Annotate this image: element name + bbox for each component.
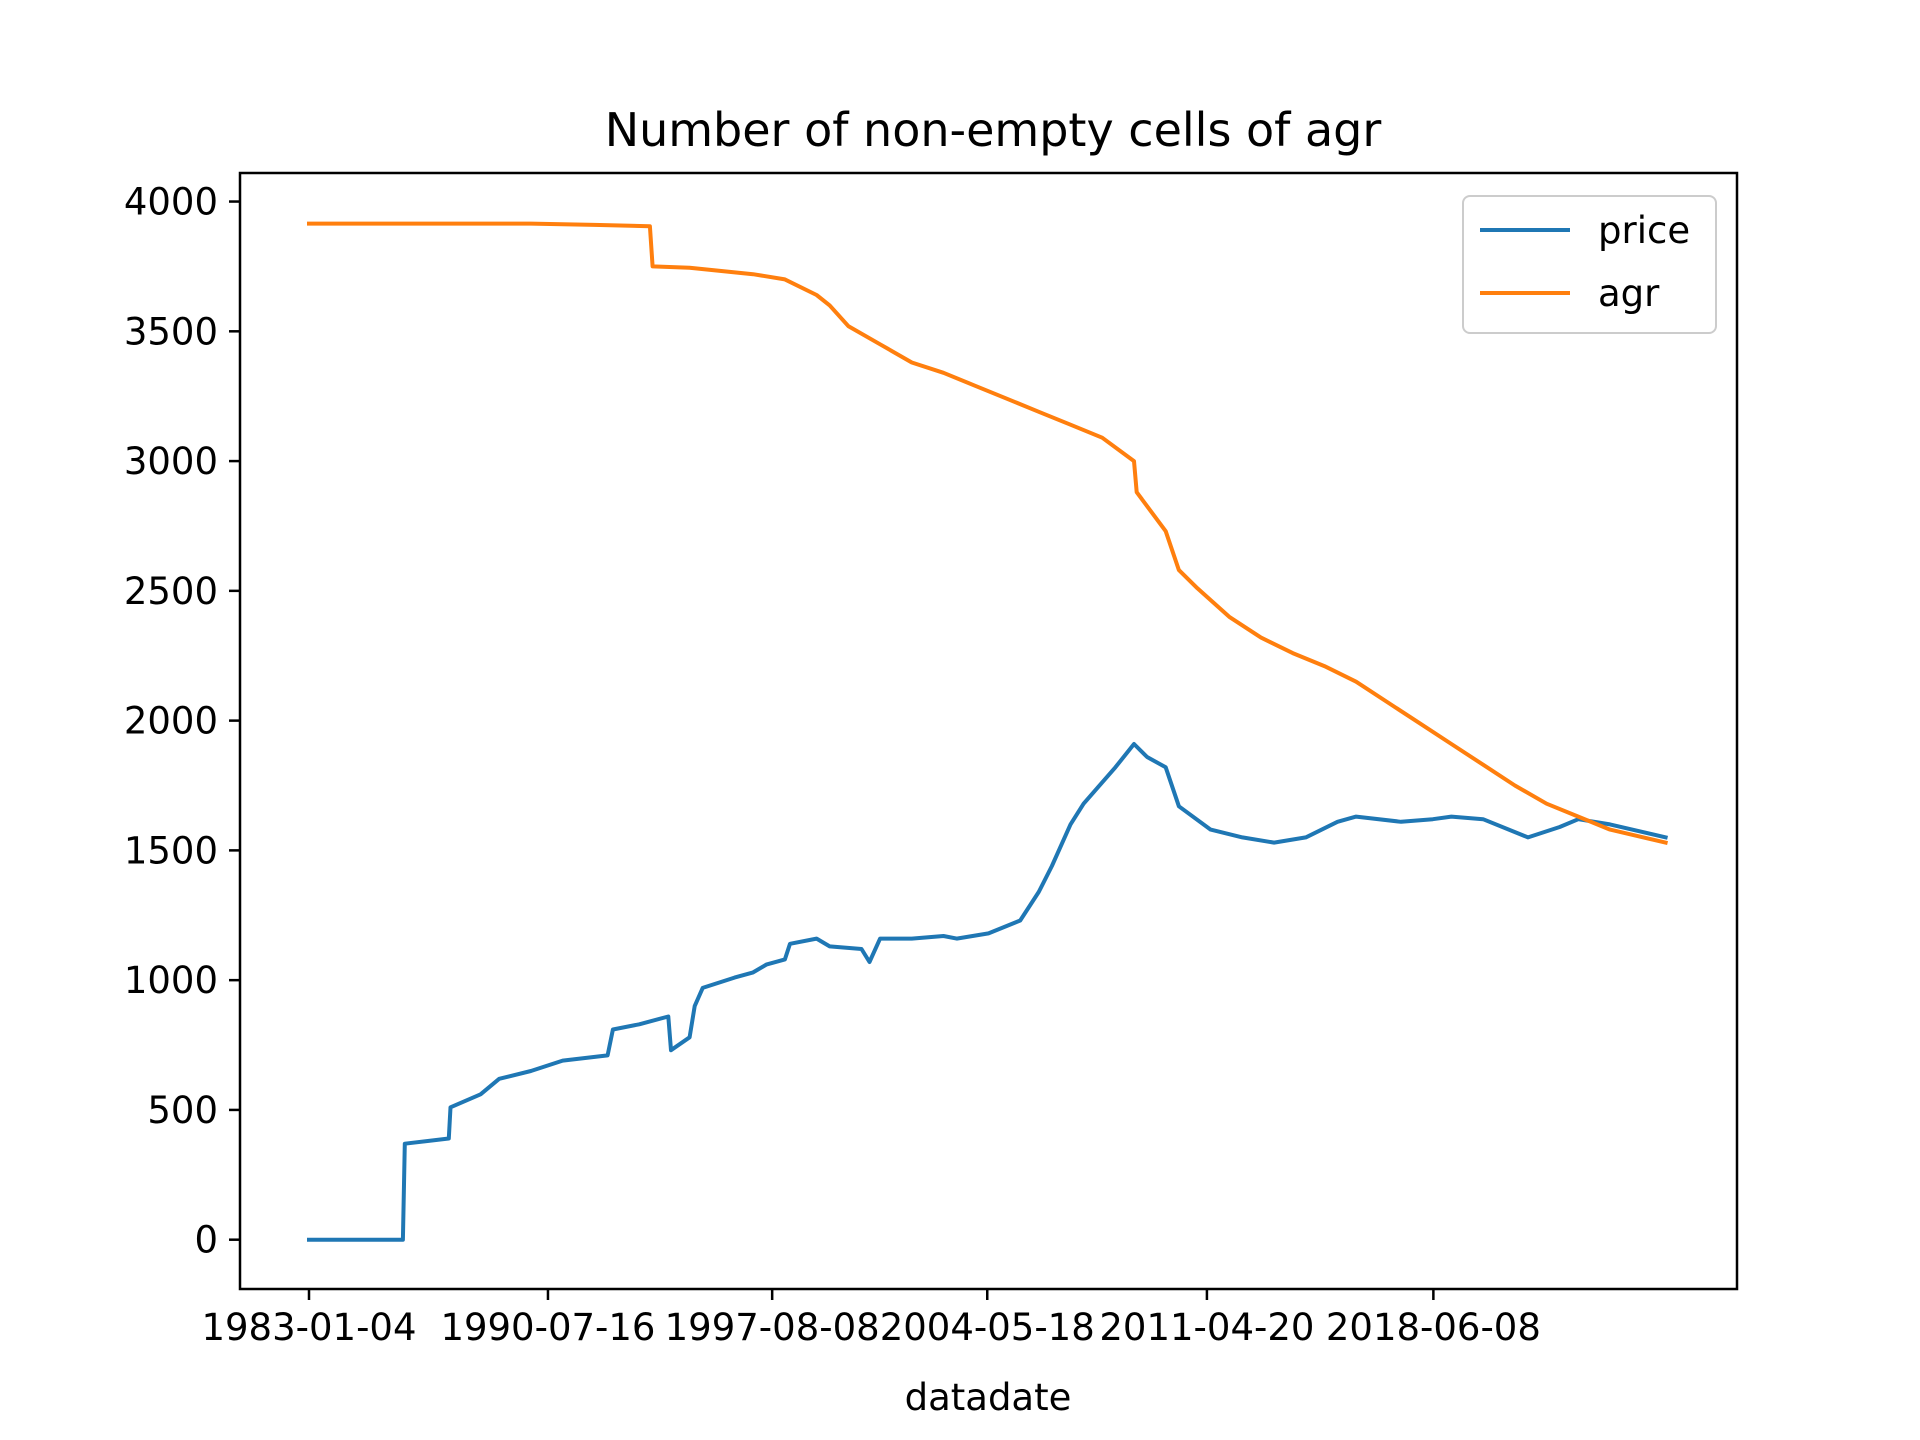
plot-frame: [238, 171, 1739, 1291]
y-tick-label: 4000: [124, 181, 218, 224]
x-axis: 1983-01-04 1990-07-16 1997-08-08 2004-05-18…: [201, 1289, 1541, 1349]
y-tick-label: 1000: [124, 959, 218, 1002]
series-line-agr: [307, 221, 1669, 846]
x-tick-label: 2011-04-20: [1099, 1306, 1314, 1349]
y-tick-label: 0: [194, 1219, 218, 1262]
y-tick-label: 3500: [124, 310, 218, 353]
y-axis: 0 500 1000 1500 2000 2500 3000 3500 4000: [124, 181, 240, 1262]
legend: price agr: [1462, 195, 1717, 334]
series-layer: [307, 221, 1669, 1242]
y-tick-label: 2000: [124, 700, 218, 743]
x-tick-label: 2004-05-18: [880, 1306, 1095, 1349]
x-axis-label: datadate: [905, 1376, 1072, 1419]
y-tick-label: 3000: [124, 440, 218, 483]
legend-label-agr: agr: [1598, 272, 1660, 315]
legend-label-price: price: [1598, 209, 1690, 252]
x-tick-label: 1983-01-04: [201, 1306, 416, 1349]
y-tick-label: 2500: [124, 570, 218, 613]
series-line-price: [307, 742, 1669, 1242]
y-tick-label: 500: [147, 1089, 218, 1132]
x-tick-label: 1990-07-16: [440, 1306, 655, 1349]
x-tick-label: 1997-08-08: [665, 1306, 880, 1349]
x-tick-label: 2018-06-08: [1326, 1306, 1541, 1349]
y-tick-label: 1500: [124, 829, 218, 872]
chart-title: Number of non-empty cells of agr: [605, 103, 1382, 157]
